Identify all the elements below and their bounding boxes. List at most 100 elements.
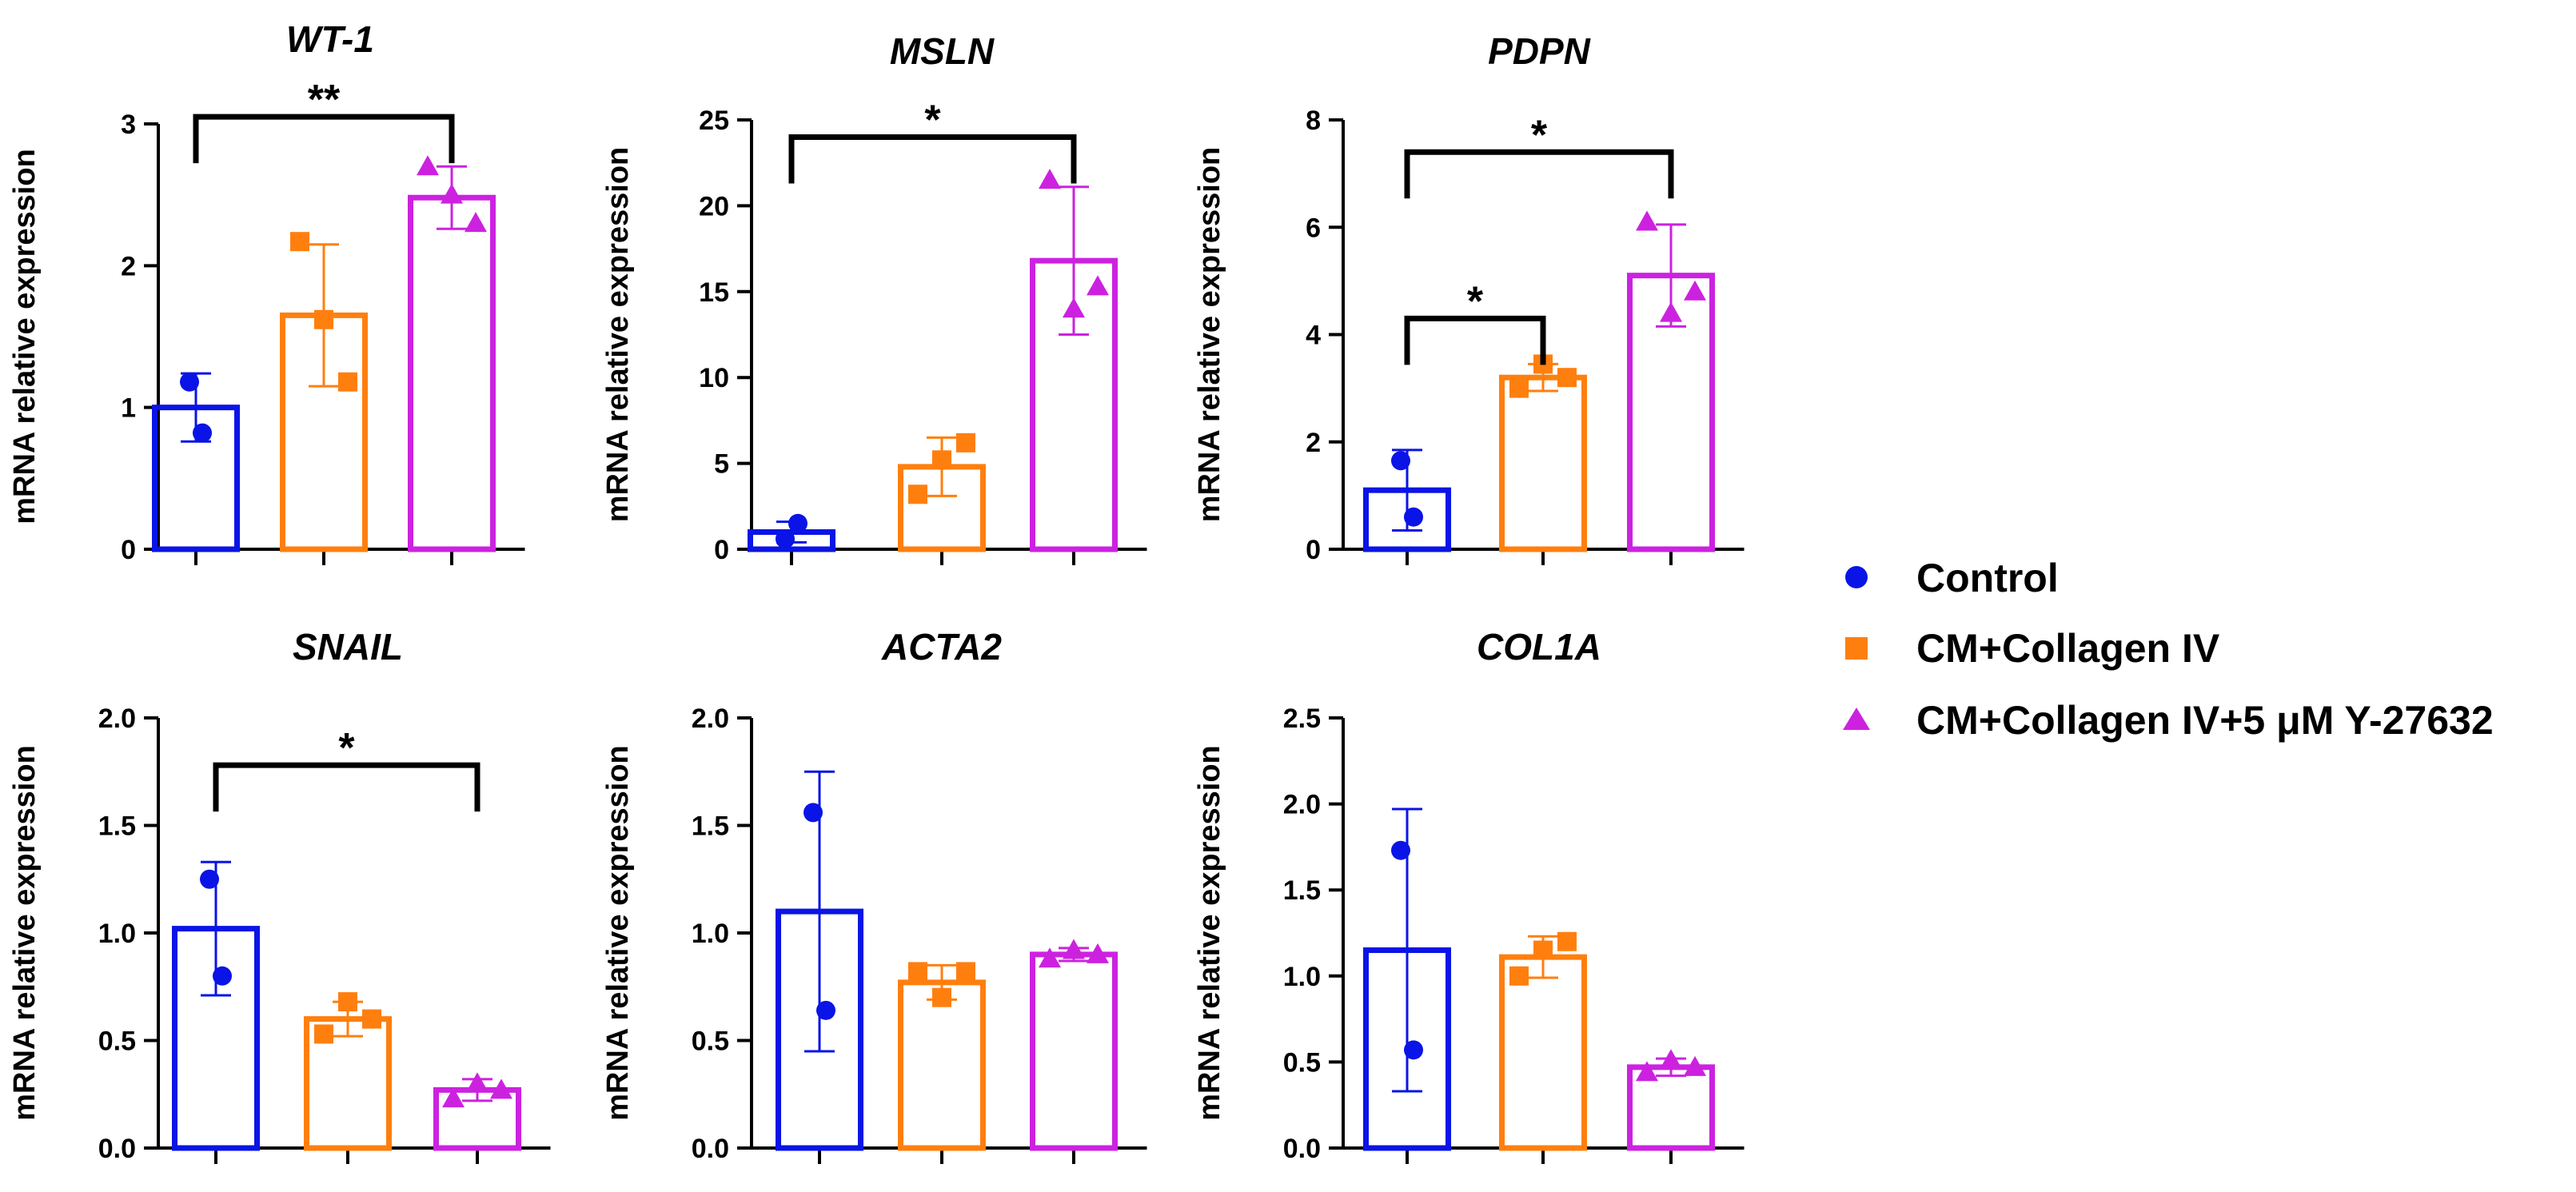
data-point-triangle	[465, 212, 487, 233]
panel-msln: MSLN mRNA relative expression 0 5 10 15 20 25 *	[601, 30, 1147, 565]
y-tick-label: 0.0	[98, 1134, 136, 1164]
panel-acta2: ACTA2 mRNA relative expression 0.0 0.5 1.0 1.…	[601, 626, 1147, 1164]
y-axis-label: mRNA relative expression	[8, 745, 42, 1121]
data-point-triangle	[1063, 297, 1085, 318]
panel-pdpn: PDPN mRNA relative expression 0 2 4 6 8 * *	[1193, 30, 1745, 565]
y-tick-label: 2	[121, 251, 136, 281]
y-axis-label: mRNA relative expression	[601, 745, 635, 1121]
panel-title: COL1A	[1477, 626, 1601, 668]
significance-label: *	[338, 725, 355, 771]
y-tick-label: 1.5	[98, 811, 136, 842]
significance-bracket	[1404, 149, 1674, 199]
y-tick-label: 4	[1306, 321, 1321, 351]
data-point-square	[956, 962, 975, 982]
y-axis-label: mRNA relative expression	[1193, 147, 1226, 523]
panel-col1a: COL1A mRNA relative expression 0.0 0.5 1.0 1.…	[1193, 626, 1745, 1164]
data-point-triangle	[1660, 1049, 1682, 1070]
data-point-circle	[788, 513, 807, 533]
y-tick-label: 0.0	[1283, 1134, 1321, 1164]
data-point-circle	[1404, 507, 1423, 527]
data-point-circle	[193, 423, 212, 443]
data-point-square	[338, 992, 357, 1012]
significance-label: *	[1467, 278, 1484, 325]
significance-bracket	[213, 762, 481, 812]
significance-bracket	[1404, 315, 1546, 365]
y-tick-label: 1.5	[1283, 875, 1321, 906]
y-tick-label: 2.5	[1283, 704, 1321, 734]
y-axis-label: mRNA relative expression	[601, 147, 635, 523]
panel-title: WT-1	[286, 18, 374, 60]
y-tick-label: 5	[714, 449, 729, 480]
data-point-triangle	[1087, 943, 1109, 963]
y-tick-label: 0	[714, 535, 729, 565]
bar-triangle	[1030, 951, 1118, 1151]
significance-bracket	[193, 114, 455, 164]
y-tick-label: 25	[699, 106, 729, 136]
data-point-square	[932, 987, 951, 1007]
data-point-triangle	[417, 155, 439, 176]
data-point-square	[1509, 966, 1529, 986]
data-point-square	[1557, 368, 1577, 388]
data-point-triangle	[442, 1087, 465, 1108]
significance-label: **	[308, 77, 341, 123]
bar-square	[898, 979, 986, 1151]
y-tick-label: 1.5	[692, 811, 729, 842]
significance-label: *	[1531, 112, 1548, 158]
data-point-square	[362, 1009, 381, 1029]
data-point-circle	[200, 869, 219, 889]
y-tick-label: 6	[1306, 213, 1321, 243]
data-point-square	[1557, 931, 1577, 951]
y-tick-label: 0.5	[98, 1027, 136, 1057]
data-point-square	[314, 1024, 333, 1044]
data-point-circle	[816, 1000, 835, 1020]
y-tick-label: 2.0	[1283, 790, 1321, 820]
data-point-triangle	[1039, 947, 1061, 968]
data-point-triangle	[1063, 939, 1085, 959]
y-tick-label: 2	[1306, 428, 1321, 458]
y-tick-label: 1	[121, 393, 136, 424]
legend-item-cm-collagen-iv-y27632: CM+Collagen IV+5 μM Y-27632	[1843, 698, 2494, 743]
data-point-triangle	[441, 183, 463, 204]
y-tick-label: 15	[699, 277, 729, 308]
data-point-square	[956, 433, 975, 452]
panel-title: PDPN	[1488, 30, 1591, 72]
data-point-triangle	[1039, 169, 1061, 189]
data-point-square	[290, 232, 309, 252]
y-tick-label: 0.5	[692, 1027, 729, 1057]
panel-title: MSLN	[890, 30, 995, 72]
bar-square	[1499, 374, 1587, 552]
panel-title: ACTA2	[881, 626, 1002, 668]
data-point-square	[908, 484, 927, 504]
y-tick-label: 10	[699, 363, 729, 393]
data-point-circle	[1391, 451, 1410, 471]
y-tick-label: 1.0	[692, 919, 729, 949]
significance-label: *	[924, 97, 941, 143]
y-tick-label: 0.0	[692, 1134, 729, 1164]
y-tick-label: 8	[1306, 106, 1321, 136]
data-point-circle	[776, 529, 795, 549]
legend: Control CM+Collagen IV CM+Collagen IV+5 …	[1843, 556, 2494, 743]
panel-title: SNAIL	[293, 626, 403, 668]
legend-item-control: Control	[1845, 556, 2059, 600]
legend-marker-cm-collagen-iv-y27632	[1843, 708, 1870, 730]
legend-marker-cm-collagen-iv	[1845, 637, 1868, 660]
y-tick-label: 1.0	[1283, 962, 1321, 992]
significance-bracket	[788, 134, 1077, 184]
data-point-square	[932, 450, 951, 470]
data-point-square	[908, 962, 927, 982]
y-tick-label: 3	[121, 110, 136, 140]
bar-triangle	[408, 194, 496, 552]
data-point-circle	[804, 803, 823, 823]
data-point-circle	[1391, 840, 1410, 860]
legend-label-cm-collagen-iv-y27632: CM+Collagen IV+5 μM Y-27632	[1916, 698, 2494, 743]
bar-square	[1499, 954, 1587, 1151]
y-tick-label: 2.0	[98, 704, 136, 734]
y-tick-label: 0	[121, 535, 136, 565]
legend-label-cm-collagen-iv: CM+Collagen IV	[1916, 626, 2220, 671]
y-tick-label: 20	[699, 191, 729, 221]
data-point-triangle	[1087, 275, 1109, 296]
data-point-circle	[1404, 1040, 1423, 1060]
data-point-triangle	[490, 1078, 512, 1099]
y-axis-label: mRNA relative expression	[1193, 745, 1226, 1121]
